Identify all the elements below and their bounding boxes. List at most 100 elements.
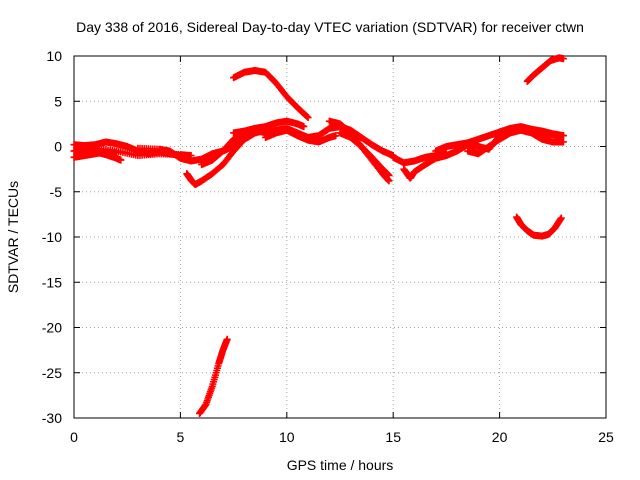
data-point — [434, 150, 437, 152]
data-point — [409, 177, 412, 179]
data-point — [211, 172, 214, 175]
data-points — [70, 54, 567, 417]
data-point — [558, 57, 560, 59]
data-point — [73, 143, 75, 146]
data-point — [222, 150, 224, 152]
data-point — [158, 152, 160, 155]
data-point — [200, 158, 203, 160]
y-tick-label: -15 — [42, 274, 62, 290]
data-point — [211, 152, 214, 155]
data-point — [73, 156, 75, 159]
data-point — [424, 163, 426, 166]
series-arc-6 — [183, 126, 270, 189]
data-point — [222, 163, 224, 166]
data-point — [286, 95, 288, 98]
data-point — [552, 141, 554, 143]
data-point — [371, 156, 373, 159]
data-point — [381, 168, 384, 170]
data-point — [562, 141, 565, 143]
data-point — [520, 129, 522, 132]
x-tick-label: 20 — [492, 429, 508, 445]
data-point — [532, 234, 535, 236]
data-point — [168, 150, 171, 152]
data-point — [532, 74, 535, 76]
series-arc-16 — [464, 126, 567, 158]
data-point — [334, 134, 337, 137]
data-point — [413, 160, 416, 162]
data-point — [211, 159, 214, 161]
data-point — [211, 385, 214, 388]
data-point — [498, 138, 501, 141]
data-point — [339, 132, 341, 134]
y-tick-label: -30 — [42, 410, 62, 426]
data-point — [190, 179, 192, 181]
data-point — [126, 145, 128, 148]
x-tick-label: 0 — [70, 429, 78, 445]
data-point — [541, 130, 543, 132]
data-point — [552, 133, 554, 135]
y-tick-label: -10 — [42, 229, 62, 245]
x-tick-labels: 0 5 10 15 20 25 — [70, 429, 614, 445]
x-axis-label: GPS time / hours — [287, 457, 394, 473]
data-point — [371, 143, 373, 146]
y-tick-label: -5 — [50, 184, 63, 200]
data-point — [477, 145, 480, 148]
series-arc-19 — [230, 66, 312, 122]
data-point — [94, 147, 97, 150]
data-point — [466, 150, 469, 152]
data-point — [515, 216, 518, 218]
data-point — [286, 120, 288, 122]
data-point — [296, 106, 299, 109]
y-tick-labels: -30 -25 -20 -15 -10 -5 0 5 10 — [42, 48, 62, 426]
data-point — [232, 138, 235, 141]
data-point — [307, 136, 309, 139]
data-point — [243, 130, 246, 132]
series-arc-18 — [523, 54, 567, 85]
data-point — [445, 145, 448, 148]
data-point — [434, 157, 437, 160]
data-point — [317, 141, 320, 143]
data-point — [541, 66, 543, 69]
data-point — [530, 132, 533, 134]
data-point — [296, 134, 299, 137]
data-point — [264, 132, 267, 134]
data-point — [466, 142, 469, 144]
y-axis-label: SDTVAR / TECUs — [5, 181, 21, 293]
data-point — [185, 172, 188, 175]
data-point — [303, 125, 305, 128]
data-point — [200, 163, 203, 166]
x-tick-label: 25 — [598, 429, 614, 445]
data-point — [403, 161, 405, 164]
data-point — [190, 154, 192, 157]
data-point — [403, 168, 405, 170]
x-tick-label: 15 — [385, 429, 401, 445]
data-point — [205, 403, 207, 406]
data-point — [445, 154, 448, 157]
data-point — [200, 180, 203, 182]
data-point — [509, 127, 512, 130]
data-point — [105, 141, 107, 143]
data-point — [541, 138, 543, 141]
data-point — [509, 132, 512, 134]
data-point — [541, 235, 543, 237]
data-point — [286, 129, 288, 132]
data-point — [275, 132, 277, 134]
y-tick-label: 0 — [54, 139, 62, 155]
data-point — [456, 150, 458, 152]
data-point — [562, 57, 565, 60]
data-point — [360, 136, 363, 139]
data-point — [264, 125, 267, 128]
data-point — [275, 82, 277, 84]
data-point — [413, 171, 416, 173]
data-point — [349, 132, 352, 134]
data-point — [549, 59, 552, 62]
data-point — [264, 71, 267, 74]
x-tick-label: 10 — [279, 429, 295, 445]
data-point — [137, 147, 139, 150]
data-point — [94, 152, 97, 155]
data-point — [115, 150, 118, 152]
data-point — [456, 143, 458, 146]
data-point — [388, 180, 390, 182]
data-point — [424, 156, 426, 159]
